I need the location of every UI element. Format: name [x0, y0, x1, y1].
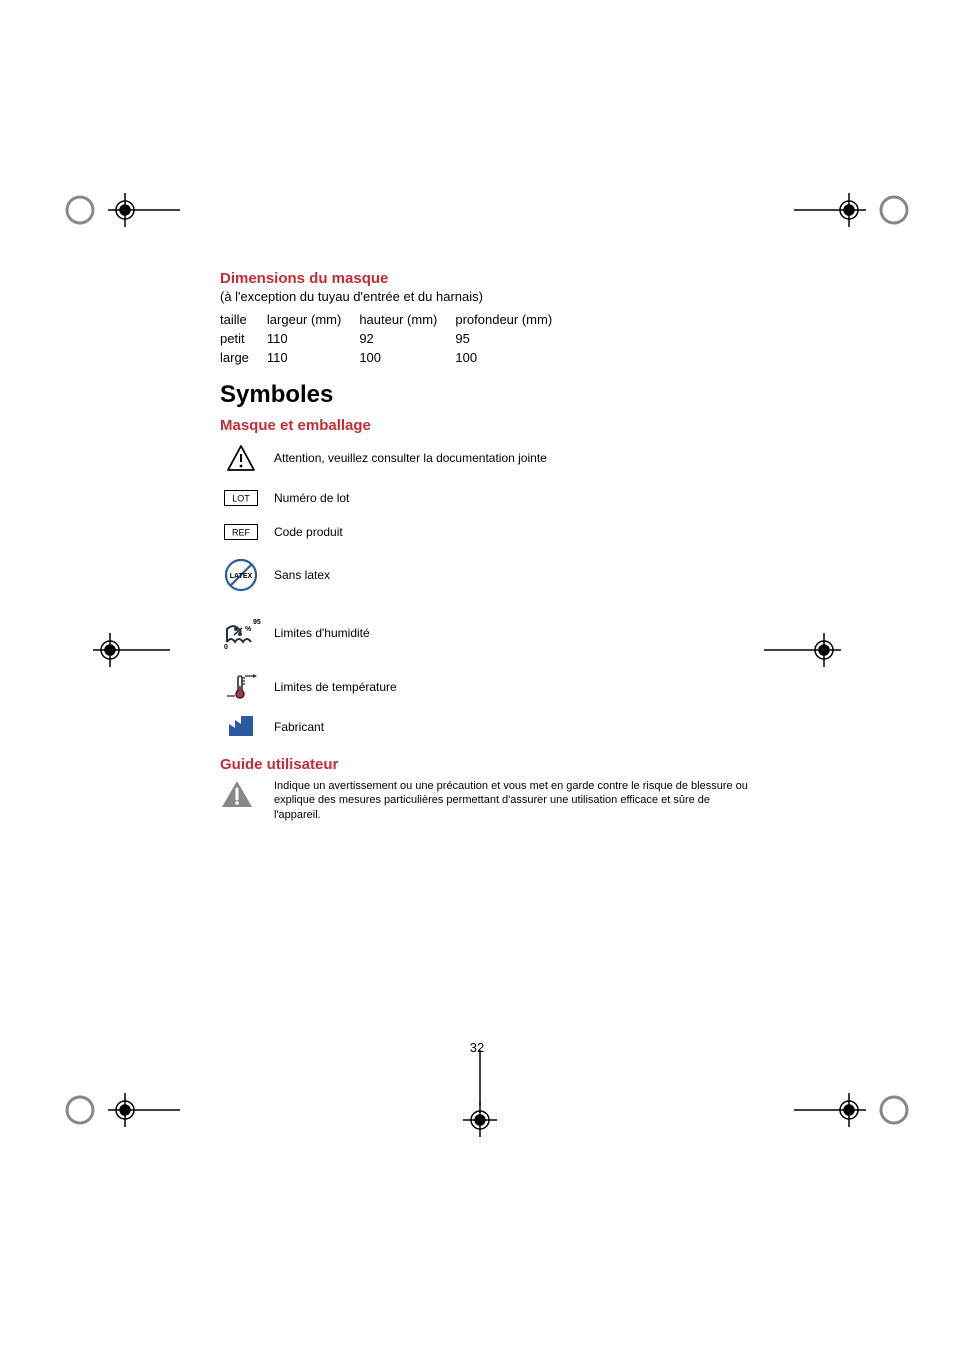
- symbol-manufacturer: Fabricant: [220, 716, 780, 738]
- symbol-label: Limites d'humidité: [274, 626, 370, 640]
- symbol-humidity: 95 0 % Limites d'humidité: [220, 616, 780, 650]
- symbol-label: Numéro de lot: [274, 491, 349, 505]
- symboles-title: Symboles: [220, 381, 780, 409]
- dimensions-table: taille largeur (mm) hauteur (mm) profond…: [220, 310, 570, 367]
- registration-mark-icon: [794, 1060, 894, 1160]
- symbol-list: Attention, veuillez consulter la documen…: [220, 444, 780, 738]
- guide-text: Indique un avertissement ou une précauti…: [274, 779, 754, 822]
- table-row: petit 110 92 95: [220, 329, 570, 348]
- registration-line: [479, 1050, 481, 1105]
- symbol-temperature: Limites de température: [220, 672, 780, 702]
- th-profondeur: profondeur (mm): [455, 310, 570, 329]
- symbol-ref: REF Code produit: [220, 524, 780, 540]
- registration-mark-icon: [794, 160, 894, 260]
- page-content: Dimensions du masque (à l'exception du t…: [220, 270, 780, 822]
- mask-packaging-title: Masque et emballage: [220, 417, 780, 434]
- registration-mark-icon: [435, 1095, 525, 1195]
- th-taille: taille: [220, 310, 267, 329]
- humidity-limits-icon: 95 0 %: [220, 616, 262, 650]
- temperature-limits-icon: [220, 672, 262, 702]
- manufacturer-icon: [220, 716, 262, 738]
- symbol-label: Code produit: [274, 525, 343, 539]
- warning-filled-triangle-icon: [220, 779, 262, 814]
- dimensions-title: Dimensions du masque: [220, 270, 780, 287]
- svg-text:LATEX: LATEX: [230, 573, 253, 580]
- attention-triangle-icon: [220, 444, 262, 472]
- lot-icon: LOT: [220, 490, 262, 506]
- registration-mark-icon: [60, 160, 160, 260]
- dimensions-subtitle: (à l'exception du tuyau d'entrée et du h…: [220, 289, 780, 304]
- svg-text:95: 95: [253, 619, 261, 626]
- symbol-label: Fabricant: [274, 720, 324, 734]
- th-hauteur: hauteur (mm): [359, 310, 455, 329]
- symbol-label: Attention, veuillez consulter la documen…: [274, 451, 547, 465]
- symbol-latex-free: LATEX Sans latex: [220, 558, 780, 592]
- ref-icon: REF: [220, 524, 262, 540]
- symbol-label: Sans latex: [274, 568, 330, 582]
- th-largeur: largeur (mm): [267, 310, 359, 329]
- svg-text:LOT: LOT: [232, 494, 250, 504]
- svg-text:REF: REF: [232, 528, 251, 538]
- symbol-label: Limites de température: [274, 680, 397, 694]
- symbol-lot: LOT Numéro de lot: [220, 490, 780, 506]
- table-header-row: taille largeur (mm) hauteur (mm) profond…: [220, 310, 570, 329]
- symbol-attention: Attention, veuillez consulter la documen…: [220, 444, 780, 472]
- guide-title: Guide utilisateur: [220, 756, 780, 773]
- latex-free-icon: LATEX: [220, 558, 262, 592]
- svg-text:0: 0: [224, 644, 228, 650]
- guide-row: Indique un avertissement ou une précauti…: [220, 779, 780, 822]
- registration-mark-icon: [90, 620, 190, 720]
- table-row: large 110 100 100: [220, 348, 570, 367]
- svg-text:%: %: [245, 626, 252, 633]
- registration-mark-icon: [60, 1060, 160, 1160]
- page-number: 32: [0, 1040, 954, 1055]
